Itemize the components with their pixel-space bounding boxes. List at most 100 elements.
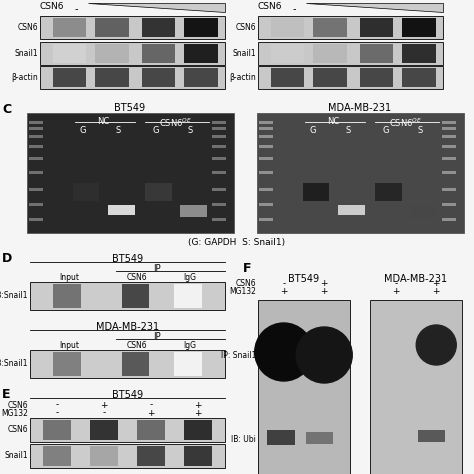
Polygon shape [306, 3, 443, 12]
Text: IB:Snail1: IB:Snail1 [0, 359, 28, 368]
Bar [29, 203, 43, 206]
Circle shape [296, 327, 352, 383]
Text: CSN6: CSN6 [18, 23, 38, 32]
Text: IB:Snail1: IB:Snail1 [0, 292, 28, 301]
Text: D: D [2, 252, 12, 265]
Bar [30, 350, 225, 378]
Text: -: - [55, 409, 59, 418]
Bar [360, 44, 393, 63]
Bar [40, 66, 225, 89]
Bar [418, 430, 446, 442]
Bar [40, 16, 225, 39]
Bar [313, 18, 347, 37]
Bar [43, 420, 71, 440]
Bar [259, 188, 273, 191]
Text: CSN6: CSN6 [236, 280, 256, 289]
Text: -: - [292, 4, 296, 14]
Bar [267, 430, 295, 445]
Bar [174, 284, 201, 308]
Bar [137, 420, 165, 440]
Text: E: E [2, 388, 10, 401]
Bar [442, 171, 456, 173]
Text: S: S [116, 126, 121, 135]
Text: IB: Ubi: IB: Ubi [231, 436, 256, 445]
Bar [258, 66, 443, 89]
Text: MDA-MB-231: MDA-MB-231 [96, 322, 159, 332]
Bar [442, 135, 456, 137]
Bar [43, 446, 71, 466]
Text: Snail1: Snail1 [14, 49, 38, 58]
Text: G: G [80, 126, 86, 135]
Text: β-actin: β-actin [229, 73, 256, 82]
Text: +: + [320, 288, 328, 297]
Bar [142, 44, 175, 63]
Bar [402, 44, 436, 63]
Text: IP: Snail1: IP: Snail1 [220, 350, 256, 359]
Bar [180, 205, 207, 217]
Bar [27, 113, 234, 233]
Text: IgG: IgG [183, 273, 196, 282]
Text: F: F [243, 262, 252, 275]
Text: BT549: BT549 [289, 274, 319, 284]
Text: G: G [152, 126, 159, 135]
Bar [313, 44, 347, 63]
Bar [370, 300, 462, 474]
Text: MG132: MG132 [1, 409, 28, 418]
Text: +: + [320, 280, 328, 289]
Bar [360, 18, 393, 37]
Bar [137, 446, 165, 466]
Bar [184, 44, 218, 63]
Bar [30, 282, 225, 310]
Text: CSN6$^{OE}$: CSN6$^{OE}$ [390, 117, 423, 129]
Text: BT549: BT549 [112, 390, 143, 400]
Bar [259, 145, 273, 147]
Text: BT549: BT549 [112, 254, 143, 264]
Bar [30, 418, 225, 442]
Bar [212, 171, 226, 173]
Bar [259, 121, 273, 124]
Bar [442, 188, 456, 191]
Text: G: G [310, 126, 316, 135]
Circle shape [416, 325, 456, 365]
Bar [212, 203, 226, 206]
Bar [259, 171, 273, 173]
Text: CSN6: CSN6 [236, 23, 256, 32]
Text: IP: IP [153, 332, 161, 341]
Text: -: - [74, 4, 78, 14]
Text: +: + [432, 288, 440, 297]
Bar [212, 157, 226, 159]
Text: -: - [102, 409, 106, 418]
Bar [108, 205, 135, 215]
Bar [212, 121, 226, 124]
Text: +: + [392, 288, 400, 297]
Text: Input: Input [59, 341, 79, 350]
Text: CSN6: CSN6 [8, 426, 28, 435]
Text: IP: IP [153, 264, 161, 273]
Bar [30, 444, 225, 468]
Bar [338, 205, 365, 215]
Text: +: + [280, 288, 288, 297]
Text: (G: GAPDH  S: Snail1): (G: GAPDH S: Snail1) [189, 238, 285, 247]
Bar [271, 44, 304, 63]
Text: +: + [147, 409, 155, 418]
Bar [95, 44, 129, 63]
Text: S: S [188, 126, 193, 135]
Text: CSN6$^{OE}$: CSN6$^{OE}$ [159, 117, 192, 129]
Text: -: - [282, 280, 285, 289]
Bar [442, 218, 456, 220]
Bar [442, 203, 456, 206]
Bar [313, 68, 347, 87]
Bar [258, 42, 443, 65]
Text: -: - [394, 280, 397, 289]
Bar [257, 113, 464, 233]
Bar [142, 18, 175, 37]
Text: +: + [194, 409, 201, 418]
Text: Snail1: Snail1 [4, 452, 28, 461]
Bar [29, 218, 43, 220]
Bar [90, 446, 118, 466]
Polygon shape [88, 3, 225, 12]
Bar [271, 68, 304, 87]
Bar [53, 68, 86, 87]
Bar [29, 127, 43, 129]
Text: NC: NC [328, 117, 340, 126]
